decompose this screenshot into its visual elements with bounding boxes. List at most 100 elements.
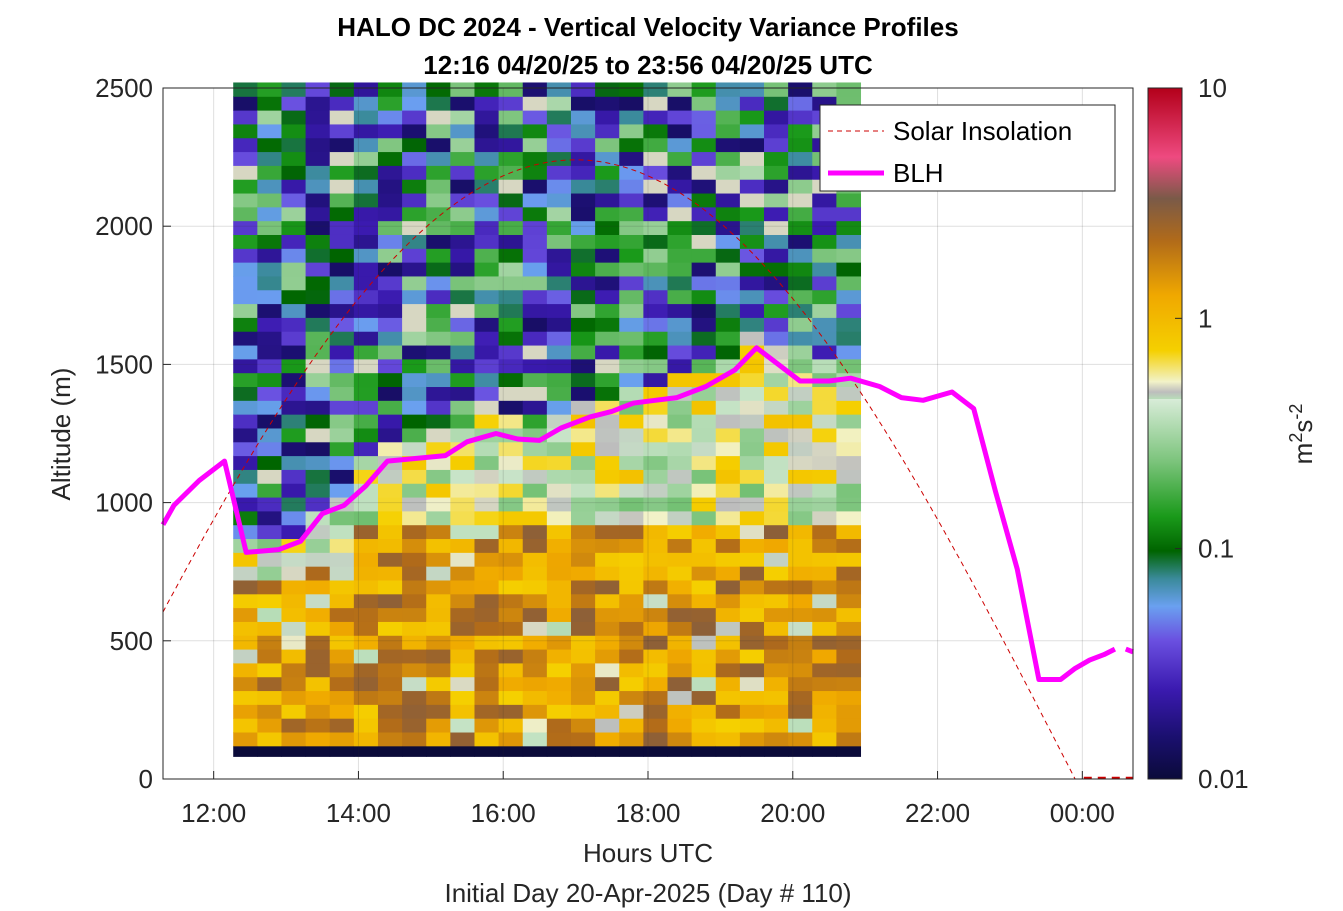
heatmap-cell	[426, 593, 451, 609]
heatmap-cell	[329, 275, 355, 291]
heatmap-cell	[474, 538, 500, 553]
heatmap-cell	[788, 414, 813, 429]
heatmap-cell	[281, 358, 307, 374]
heatmap-cell	[788, 96, 813, 111]
heatmap-cell	[836, 718, 862, 733]
heatmap-cell	[426, 206, 451, 222]
heatmap-cell	[546, 483, 572, 498]
heatmap-cell	[450, 234, 475, 249]
heatmap-cell	[450, 662, 475, 678]
heatmap-cell	[377, 262, 403, 277]
heatmap-cell	[233, 552, 258, 567]
heatmap-cell	[643, 483, 669, 498]
heatmap-cell	[836, 234, 862, 249]
heatmap-cell	[474, 345, 500, 360]
heatmap-cell	[257, 179, 282, 194]
heatmap-cell	[377, 732, 403, 747]
heatmap-cell	[233, 110, 258, 125]
heatmap-cell	[426, 483, 451, 498]
heatmap-cell	[329, 704, 355, 719]
heatmap-cell	[739, 151, 765, 166]
heatmap-cell	[570, 331, 596, 346]
heatmap-cell	[474, 96, 500, 111]
heatmap-cell	[233, 358, 258, 374]
heatmap-cell	[329, 110, 355, 125]
heatmap-cell	[546, 607, 572, 622]
heatmap-cell	[305, 123, 331, 139]
heatmap-cell	[836, 345, 862, 360]
heatmap-cell	[498, 579, 524, 595]
heatmap-cell	[257, 732, 282, 747]
heatmap-cell	[619, 552, 644, 567]
heatmap-cell	[498, 248, 524, 263]
heatmap-cell	[667, 303, 693, 318]
heatmap-cell	[426, 358, 451, 374]
heatmap-cell	[474, 179, 500, 194]
heatmap-cell	[667, 510, 693, 526]
x-tick-label: 14:00	[326, 798, 391, 828]
heatmap-cell	[498, 206, 524, 222]
heatmap-cell	[715, 745, 741, 757]
heatmap-cell	[329, 179, 355, 194]
heatmap-cell	[739, 662, 765, 678]
heatmap-cell	[281, 524, 307, 540]
heatmap-cell	[788, 193, 813, 208]
heatmap-cell	[570, 469, 596, 484]
heatmap-cell	[546, 110, 572, 125]
heatmap-cell	[764, 179, 789, 194]
heatmap-cell	[522, 649, 548, 664]
heatmap-cell	[426, 427, 451, 443]
heatmap-cell	[836, 469, 862, 484]
heatmap-cell	[739, 497, 765, 512]
heatmap-cell	[474, 441, 500, 457]
legend-box	[819, 104, 1116, 192]
heatmap-cell	[788, 745, 813, 757]
heatmap-cell	[643, 649, 669, 664]
heatmap-cell	[402, 676, 427, 692]
heatmap-cell	[643, 732, 669, 747]
heatmap-cell	[498, 593, 524, 609]
heatmap-cell	[353, 275, 379, 291]
heatmap-cell	[764, 483, 789, 498]
heatmap-cell	[257, 345, 282, 360]
heatmap-cell	[595, 248, 620, 263]
heatmap-cell	[546, 662, 572, 678]
heatmap-cell	[474, 151, 500, 166]
heatmap-cell	[812, 248, 837, 263]
heatmap-cell	[619, 303, 644, 318]
heatmap-cell	[329, 137, 355, 153]
heatmap-cell	[522, 524, 548, 540]
heatmap-cell	[305, 704, 331, 719]
heatmap-cell	[667, 289, 693, 305]
heatmap-cell	[474, 607, 500, 622]
heatmap-cell	[788, 510, 813, 526]
heatmap-cell	[739, 718, 765, 733]
heatmap-cell	[353, 289, 379, 305]
heatmap-cell	[739, 483, 765, 498]
heatmap-cell	[788, 262, 813, 277]
heatmap-cell	[281, 497, 307, 512]
heatmap-cell	[233, 732, 258, 747]
heatmap-cell	[812, 469, 837, 484]
heatmap-cell	[788, 704, 813, 719]
heatmap-cell	[257, 607, 282, 622]
heatmap-cell	[522, 275, 548, 291]
heatmap-cell	[402, 193, 427, 208]
heatmap-cell	[498, 179, 524, 194]
heatmap-cell	[377, 165, 403, 180]
heatmap-cell	[691, 317, 717, 332]
heatmap-cell	[522, 82, 548, 97]
heatmap-cell	[643, 455, 669, 470]
heatmap-cell	[474, 317, 500, 332]
heatmap-cell	[595, 206, 620, 222]
heatmap-cell	[353, 317, 379, 332]
heatmap-cell	[764, 151, 789, 166]
heatmap-cell	[739, 607, 765, 622]
heatmap-cell	[305, 538, 331, 553]
heatmap-cell	[402, 690, 427, 705]
heatmap-cell	[257, 566, 282, 581]
heatmap-cell	[474, 579, 500, 595]
heatmap-cell	[812, 234, 837, 249]
heatmap-cell	[426, 303, 451, 318]
heatmap-cell	[570, 483, 596, 498]
